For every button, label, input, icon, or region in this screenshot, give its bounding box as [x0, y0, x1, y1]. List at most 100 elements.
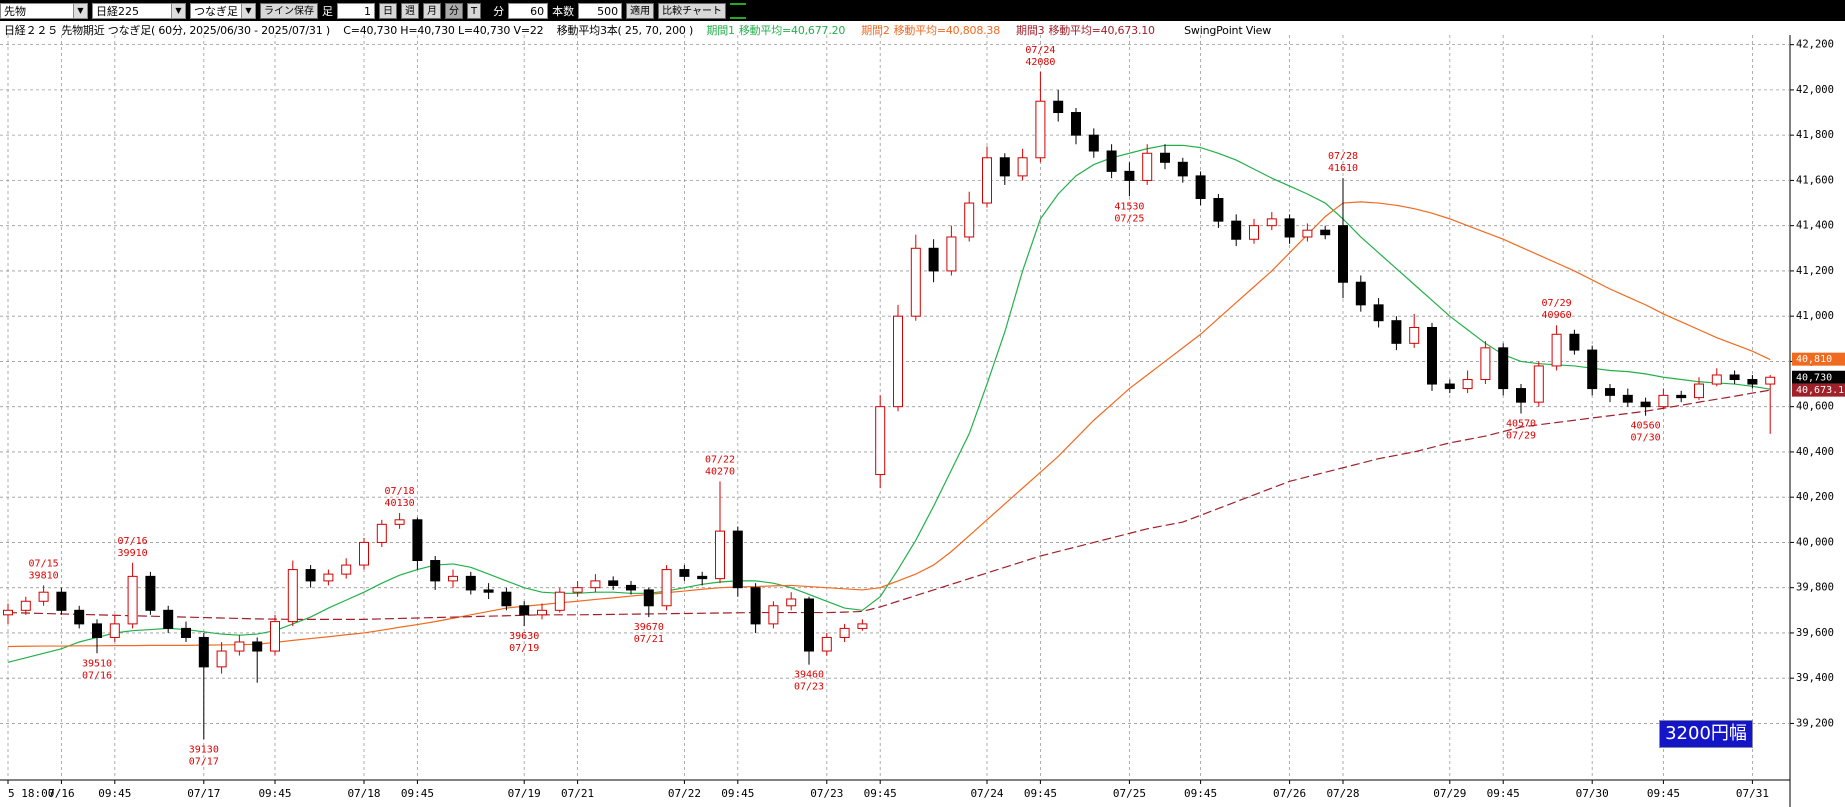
- candle-body: [1551, 333, 1562, 367]
- save-button[interactable]: ライン保存: [260, 2, 318, 19]
- x-tick-label: 07/24: [970, 787, 1003, 800]
- price-tag: [1792, 383, 1845, 397]
- y-tick-label: 39,600: [1796, 627, 1834, 639]
- candle-body: [1124, 170, 1135, 181]
- candle-body: [999, 157, 1010, 177]
- swing-value: 39810: [29, 570, 59, 581]
- x-tick-label: 09:45: [1647, 787, 1680, 800]
- candle-body: [412, 519, 423, 562]
- month-button[interactable]: 月: [423, 2, 441, 19]
- x-tick-label: 07/22: [668, 787, 701, 800]
- x-tick-label: 07/31: [1736, 787, 1769, 800]
- candle-body: [1213, 198, 1224, 222]
- y-tick-label: 40,200: [1796, 491, 1834, 503]
- count-input[interactable]: 500: [578, 2, 623, 19]
- swing-date: 07/15: [29, 558, 59, 569]
- swing-value: 41610: [1328, 163, 1358, 174]
- candle-body: [163, 609, 174, 629]
- candle-body: [198, 636, 209, 668]
- candle-body: [1284, 218, 1295, 238]
- x-tick-label: 07/26: [1273, 787, 1306, 800]
- candle-body: [1160, 152, 1170, 163]
- candle-body: [1676, 394, 1687, 399]
- foot-count[interactable]: 1: [337, 2, 375, 19]
- week-button[interactable]: 週: [401, 2, 419, 19]
- x-tick-label: 09:45: [864, 787, 897, 800]
- candle-body: [1498, 347, 1509, 390]
- candle-body: [715, 530, 725, 580]
- bar-type: つなぎ足: [194, 4, 238, 18]
- market-select[interactable]: 先物 ▼: [0, 2, 88, 19]
- candle-body: [519, 605, 530, 616]
- x-tick-label: 09:45: [1184, 787, 1217, 800]
- candle-body: [20, 600, 31, 611]
- candle-body: [572, 587, 583, 593]
- candle-body: [38, 591, 49, 602]
- minute-button[interactable]: 分: [445, 2, 463, 19]
- candle-body: [323, 573, 334, 582]
- swing-value: 40960: [1542, 310, 1572, 321]
- candle-body: [1373, 304, 1384, 322]
- y-tick-label: 41,800: [1796, 129, 1834, 141]
- apply-button[interactable]: 適用: [626, 2, 655, 19]
- title: 日経２２５ 先物期近 つなぎ足( 60分, 2025/06/30 - 2025/…: [4, 24, 330, 37]
- candle-body: [643, 589, 654, 607]
- candle-body: [1017, 157, 1028, 177]
- candle-body: [1605, 388, 1615, 396]
- candle-body: [697, 575, 708, 580]
- candle-body: [1622, 394, 1633, 403]
- x-tick-label: 07/23: [810, 787, 843, 800]
- y-tick-label: 41,600: [1796, 174, 1834, 186]
- swing-date: 07/30: [1631, 433, 1661, 444]
- candle-body: [1427, 326, 1437, 385]
- candle-body: [821, 636, 832, 652]
- moving-average: [7, 389, 1771, 620]
- candle-body: [1266, 218, 1277, 227]
- candle-body: [1711, 374, 1722, 385]
- price-tag-label: 40,730: [1796, 372, 1832, 383]
- candle-body: [768, 605, 779, 625]
- chart-icon[interactable]: [730, 2, 747, 19]
- candle-body: [448, 575, 458, 582]
- candle-body: [1355, 281, 1366, 306]
- view-name: SwingPoint View: [1184, 24, 1272, 37]
- candle-body: [839, 627, 850, 638]
- x-tick-label: 07/18: [347, 787, 380, 800]
- candle-body: [430, 560, 441, 582]
- day-button[interactable]: 日: [379, 2, 397, 19]
- x-tick-label: 07/21: [561, 787, 594, 800]
- candle-body: [1658, 394, 1669, 408]
- candle-body: [127, 575, 138, 625]
- candle-body: [1195, 175, 1206, 200]
- legend-name: 期間3: [1016, 24, 1045, 37]
- candle-body: [661, 569, 672, 607]
- legend-value: 移動平均=40,808.38: [893, 24, 1001, 37]
- compare-button[interactable]: 比較チャート: [658, 2, 727, 19]
- legend-name: 期間2: [861, 24, 890, 37]
- price-tag: [1792, 352, 1845, 366]
- candle-body: [893, 315, 903, 408]
- y-tick-label: 41,400: [1796, 220, 1834, 232]
- candle-body: [1088, 134, 1099, 152]
- ohlcv: C=40,730 H=40,730 L=40,730 V=22: [343, 24, 544, 37]
- candle-body: [1231, 220, 1242, 240]
- index-select[interactable]: 日経225 ▼: [92, 2, 186, 19]
- candle-body: [1249, 225, 1259, 240]
- tick-button[interactable]: T: [467, 2, 482, 19]
- swing-value: 40130: [385, 498, 415, 509]
- candle-body: [1302, 229, 1313, 238]
- x-tick-label: 09:45: [258, 787, 291, 800]
- candle-body: [109, 623, 120, 638]
- bar-type-select[interactable]: つなぎ足 ▼: [190, 2, 256, 19]
- candle-body: [1053, 100, 1064, 114]
- x-tick-label: 07/17: [187, 787, 220, 800]
- swing-value: 42080: [1025, 57, 1055, 68]
- range-label: 3200円幅: [1659, 720, 1753, 748]
- legend-value: 移動平均=40,673.10: [1048, 24, 1155, 37]
- moving-average: [7, 201, 1771, 648]
- candle-body: [92, 623, 102, 638]
- minutes-input[interactable]: 60: [508, 2, 549, 19]
- candle-body: [590, 580, 601, 589]
